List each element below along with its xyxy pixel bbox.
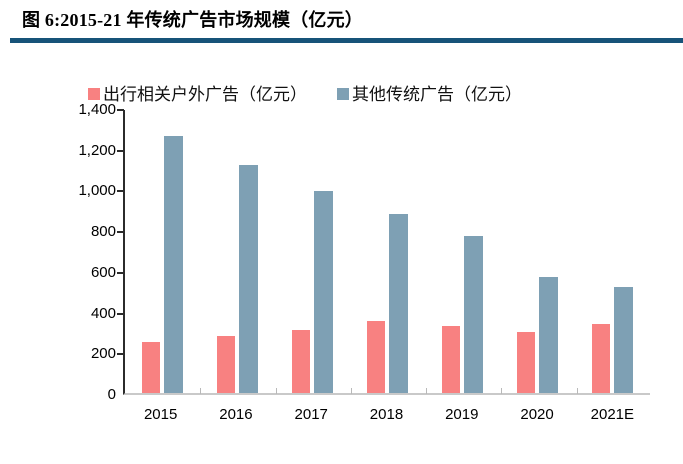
bar-group-2016 (200, 110, 275, 393)
x-tick-mark (501, 388, 502, 394)
x-axis-label-2015: 2015 (143, 406, 178, 423)
x-tick-mark (276, 388, 277, 394)
y-tick-mark (117, 190, 124, 193)
y-tick-mark (117, 312, 124, 315)
y-tick-mark (117, 149, 124, 152)
y-axis-labels: 0 200 400 600 800 1,000 1,200 1,400 (0, 101, 116, 403)
bar-groups (125, 110, 650, 393)
x-axis-label-2016: 2016 (219, 406, 253, 423)
y-tick-label: 1,200 (78, 141, 116, 159)
bar-group-2017 (275, 110, 350, 393)
y-tick-mark (117, 353, 124, 356)
bar-2018-series1 (367, 321, 385, 393)
bar-2021E-series1 (592, 324, 610, 393)
x-axis-label-2017: 2017 (294, 406, 328, 423)
bar-2016-series2 (239, 165, 258, 393)
y-tick-label: 1,000 (78, 182, 116, 200)
title-rule (10, 38, 683, 43)
bar-2015-series1 (142, 342, 160, 393)
bar-group-2015 (125, 110, 200, 393)
x-axis-label-2021E: 2021E (590, 406, 635, 423)
y-tick-label: 800 (90, 223, 116, 241)
bar-group-2020 (500, 110, 575, 393)
x-tick-mark (351, 388, 352, 394)
x-tick-mark (577, 388, 578, 394)
legend-item-other-traditional-ads: 其他传统广告（亿元） (337, 86, 522, 104)
chart-legend: 出行相关户外广告（亿元） 其他传统广告（亿元） (88, 86, 522, 104)
bar-2019-series1 (442, 326, 460, 393)
figure-title: 图 6:2015-21 年传统广告市场规模（亿元） (22, 10, 363, 30)
legend-item-travel-outdoor-ads: 出行相关户外广告（亿元） (88, 86, 307, 104)
legend-swatch-other-traditional-ads (337, 88, 349, 100)
y-tick-label: 600 (90, 263, 116, 281)
y-tick-label: 0 (107, 386, 116, 403)
legend-label-travel-outdoor-ads: 出行相关户外广告（亿元） (103, 85, 307, 104)
bar-2019-series2 (464, 236, 483, 393)
y-tick-mark (117, 271, 124, 274)
x-axis-label-2018: 2018 (369, 406, 404, 423)
x-tick-mark (200, 388, 201, 394)
bar-2020-series2 (539, 277, 558, 393)
bar-group-2018 (350, 110, 425, 393)
y-tick-label: 200 (90, 345, 116, 363)
x-axis-labels: 2015 2016 2017 2018 2019 2020 2021E (123, 406, 650, 423)
y-tick-mark (117, 109, 124, 111)
bar-group-2021E (575, 110, 650, 393)
y-tick-mark (117, 231, 124, 234)
x-tick-mark (426, 388, 427, 394)
legend-label-other-traditional-ads: 其他传统广告（亿元） (352, 85, 522, 104)
y-tick-label: 400 (90, 304, 116, 322)
y-tick-label: 1,400 (78, 101, 116, 118)
bar-2018-series2 (389, 214, 408, 393)
bar-group-2019 (425, 110, 500, 393)
x-axis-label-2019: 2019 (445, 406, 479, 423)
bar-2020-series1 (517, 332, 535, 393)
plot-area (117, 109, 650, 395)
bar-2017-series1 (292, 330, 310, 393)
bar-2015-series2 (164, 136, 183, 393)
legend-swatch-travel-outdoor-ads (88, 88, 100, 100)
bar-2021E-series2 (614, 287, 633, 393)
bar-2016-series1 (217, 336, 235, 393)
x-axis-label-2020: 2020 (520, 406, 554, 423)
bar-2017-series2 (314, 191, 333, 393)
